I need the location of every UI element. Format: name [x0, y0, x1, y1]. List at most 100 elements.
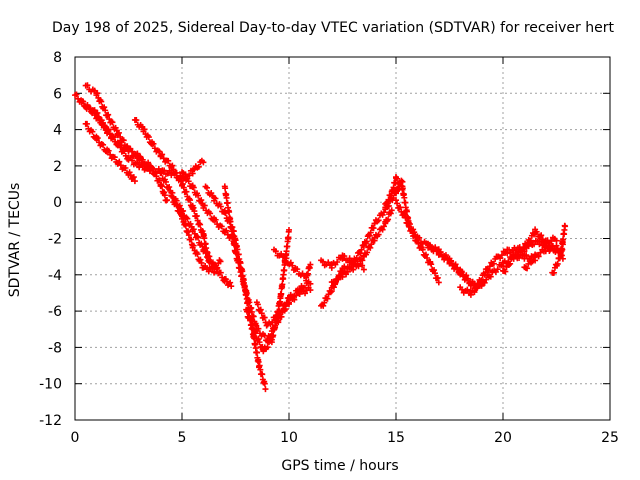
data-point [370, 225, 377, 232]
data-point [304, 270, 311, 277]
data-point [108, 118, 115, 125]
chart-title: Day 198 of 2025, Sidereal Day-to-day VTE… [52, 20, 614, 36]
series-sat-23 [521, 242, 566, 272]
data-point [403, 208, 410, 215]
data-point [505, 261, 512, 268]
data-point [193, 212, 200, 219]
data-point [327, 289, 334, 296]
data-point [385, 196, 392, 203]
data-point [107, 151, 114, 158]
data-point [227, 218, 234, 225]
data-point [261, 314, 268, 321]
data-point [190, 204, 197, 211]
data-point [419, 246, 426, 253]
data-point [222, 185, 229, 192]
data-point [207, 210, 214, 217]
data-point [397, 204, 404, 211]
data-point [431, 267, 438, 274]
data-point [202, 250, 209, 257]
data-point [211, 268, 218, 275]
data-point [141, 126, 148, 133]
data-point [187, 220, 194, 227]
data-point [393, 197, 399, 204]
data-point [554, 260, 561, 267]
data-point [173, 202, 180, 209]
data-point [217, 269, 224, 276]
series-sat-22 [500, 226, 560, 275]
data-point [291, 292, 298, 299]
data-point [184, 215, 191, 222]
data-point [282, 302, 289, 309]
data-point [527, 237, 534, 244]
data-point [201, 202, 208, 209]
data-point [458, 268, 465, 275]
data-point [388, 207, 395, 214]
data-point [101, 122, 108, 129]
data-point [180, 184, 187, 191]
data-point [539, 236, 546, 243]
data-point [117, 162, 124, 169]
data-point [324, 295, 331, 302]
data-point [131, 178, 138, 185]
data-point [185, 178, 192, 185]
data-point [278, 313, 285, 320]
data-point [198, 259, 205, 266]
y-tick-label: -12 [39, 413, 62, 429]
data-point [332, 279, 339, 286]
data-point [437, 248, 444, 255]
data-point [233, 250, 240, 257]
data-point [364, 249, 371, 256]
data-point [193, 233, 200, 240]
data-point [200, 246, 207, 253]
data-point [156, 148, 163, 155]
data-point [200, 159, 207, 166]
data-point [102, 107, 109, 114]
series-sat-8 [179, 169, 239, 247]
data-point [354, 260, 361, 267]
data-point [319, 258, 326, 265]
data-point [130, 174, 137, 181]
data-point [559, 241, 566, 248]
data-point [116, 158, 123, 165]
y-tick-label: 8 [53, 50, 62, 66]
data-point [264, 344, 271, 351]
data-point [523, 252, 530, 259]
data-point [100, 141, 107, 148]
y-axis: -12 -10 -8 -6 -4 -2 0 2 4 6 8 [39, 50, 610, 429]
data-point [285, 234, 292, 241]
data-point [514, 253, 521, 260]
data-point [165, 184, 172, 191]
data-point [405, 219, 412, 226]
data-point [452, 261, 459, 268]
data-point [187, 197, 194, 204]
x-tick-label: 0 [71, 430, 80, 446]
data-point [203, 184, 210, 191]
data-point [95, 114, 102, 121]
data-point [84, 82, 91, 89]
data-point [197, 221, 204, 228]
x-tick-label: 10 [280, 430, 298, 446]
data-point [538, 232, 545, 239]
data-point [126, 169, 133, 176]
data-point [164, 197, 171, 204]
data-point [481, 279, 488, 286]
series-sat-11 [243, 226, 292, 355]
data-point [368, 241, 375, 248]
data-point [431, 270, 438, 277]
data-point [334, 258, 341, 265]
data-point [262, 386, 269, 393]
data-point [227, 279, 234, 286]
data-point [415, 240, 422, 247]
data-point [330, 284, 337, 291]
data-point [73, 91, 80, 98]
data-point [87, 105, 94, 112]
data-point [127, 145, 134, 152]
data-point [485, 267, 492, 274]
data-point [201, 246, 208, 253]
data-point [559, 246, 566, 253]
data-point [281, 267, 288, 274]
data-point [191, 208, 198, 215]
data-point [502, 268, 509, 275]
y-tick-label: 2 [53, 159, 62, 175]
